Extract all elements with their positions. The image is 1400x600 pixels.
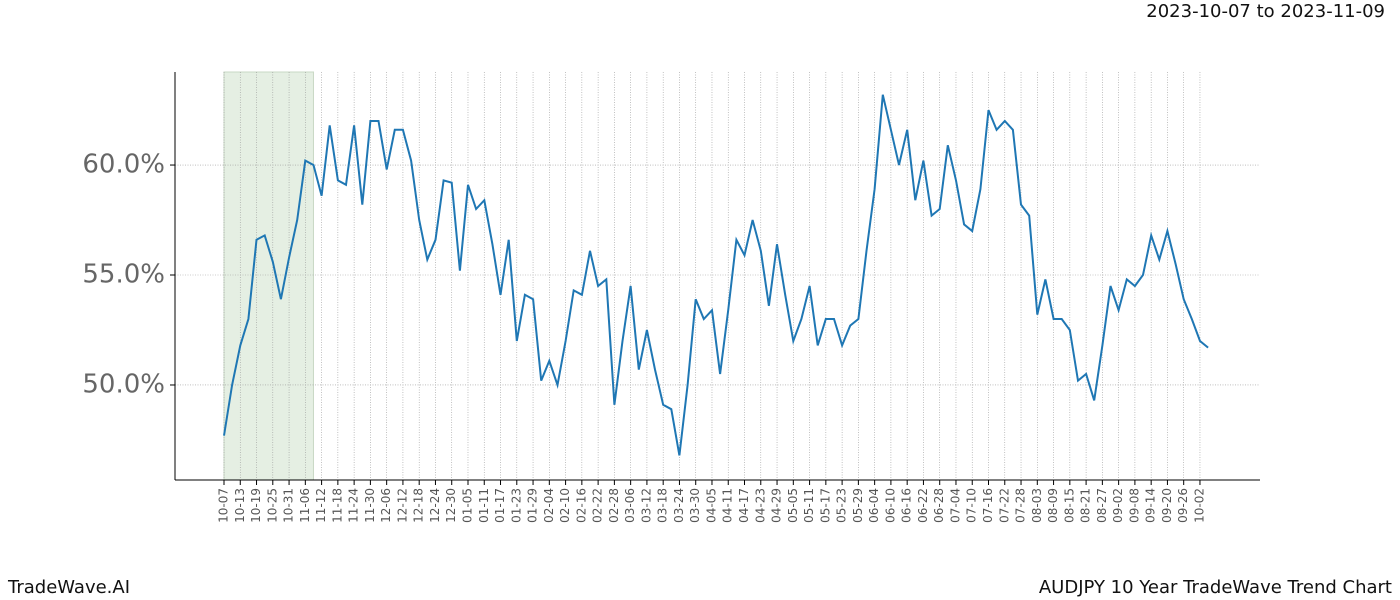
x-tick-label: 03-12 [639,488,653,523]
x-tick-label: 02-16 [574,488,588,523]
x-tick-label: 01-29 [526,488,540,523]
y-tick-label: 50.0% [82,369,165,399]
x-tick-label: 08-09 [1046,488,1060,523]
x-tick-label: 06-22 [916,488,930,523]
x-tick-label: 07-04 [948,488,962,523]
x-tick-label: 05-11 [802,488,816,523]
x-tick-label: 09-02 [1111,488,1125,523]
x-tick-label: 09-14 [1144,488,1158,523]
x-tick-label: 03-24 [672,488,686,523]
x-tick-label: 08-21 [1079,488,1093,523]
x-tick-label: 10-19 [249,488,263,523]
x-tick-label: 04-23 [753,488,767,523]
x-tick-label: 12-30 [444,488,458,523]
x-tick-label: 07-10 [965,488,979,523]
x-tick-label: 12-18 [412,488,426,523]
x-tick-label: 04-17 [737,488,751,523]
x-tick-label: 10-13 [233,488,247,523]
x-tick-label: 05-05 [786,488,800,523]
x-tick-label: 02-22 [591,488,605,523]
x-tick-label: 11-24 [347,488,361,523]
x-tick-label: 03-18 [656,488,670,523]
chart-title: 2023-10-07 to 2023-11-09 [1146,1,1385,22]
x-tick-label: 10-25 [265,488,279,523]
x-tick-label: 01-11 [477,488,491,523]
x-tick-label: 08-03 [1030,488,1044,523]
x-tick-label: 08-15 [1062,488,1076,523]
x-tick-label: 11-06 [298,488,312,523]
x-tick-label: 03-30 [688,488,702,523]
x-tick-label: 02-04 [542,488,556,523]
x-tick-label: 08-27 [1095,488,1109,523]
x-tick-label: 10-02 [1192,488,1206,523]
x-tick-label: 04-29 [770,488,784,523]
x-tick-label: 11-12 [314,488,328,523]
highlight-window [223,71,314,481]
y-tick-label: 60.0% [82,150,165,180]
x-tick-label: 06-04 [867,488,881,523]
x-tick-label: 01-23 [509,488,523,523]
x-tick-label: 06-10 [883,488,897,523]
x-tick-label: 12-24 [428,488,442,523]
x-tick-label: 09-08 [1127,488,1141,523]
x-tick-label: 11-18 [330,488,344,523]
price-line [223,94,1209,456]
x-tick-label: 02-28 [607,488,621,523]
x-tick-label: 10-07 [217,488,231,523]
footer-right: AUDJPY 10 Year TradeWave Trend Chart [1039,577,1392,598]
x-tick-label: 09-26 [1176,488,1190,523]
x-tick-label: 05-17 [818,488,832,523]
x-tick-label: 11-30 [363,488,377,523]
x-tick-label: 07-22 [997,488,1011,523]
x-tick-label: 01-05 [460,488,474,523]
x-tick-label: 09-20 [1160,488,1174,523]
y-tick-label: 55.0% [82,260,165,290]
x-tick-label: 05-23 [835,488,849,523]
x-tick-label: 04-11 [721,488,735,523]
x-tick-label: 03-06 [623,488,637,523]
x-tick-label: 12-12 [395,488,409,523]
x-tick-label: 05-29 [851,488,865,523]
x-tick-label: 10-31 [282,488,296,523]
x-tick-label: 01-17 [493,488,507,523]
footer-left: TradeWave.AI [7,577,130,598]
x-tick-label: 06-16 [900,488,914,523]
x-tick-label: 07-16 [981,488,995,523]
x-tick-label: 04-05 [704,488,718,523]
x-tick-label: 07-28 [1014,488,1028,523]
x-tick-label: 06-28 [932,488,946,523]
x-tick-label: 12-06 [379,488,393,523]
x-tick-label: 02-10 [558,488,572,523]
